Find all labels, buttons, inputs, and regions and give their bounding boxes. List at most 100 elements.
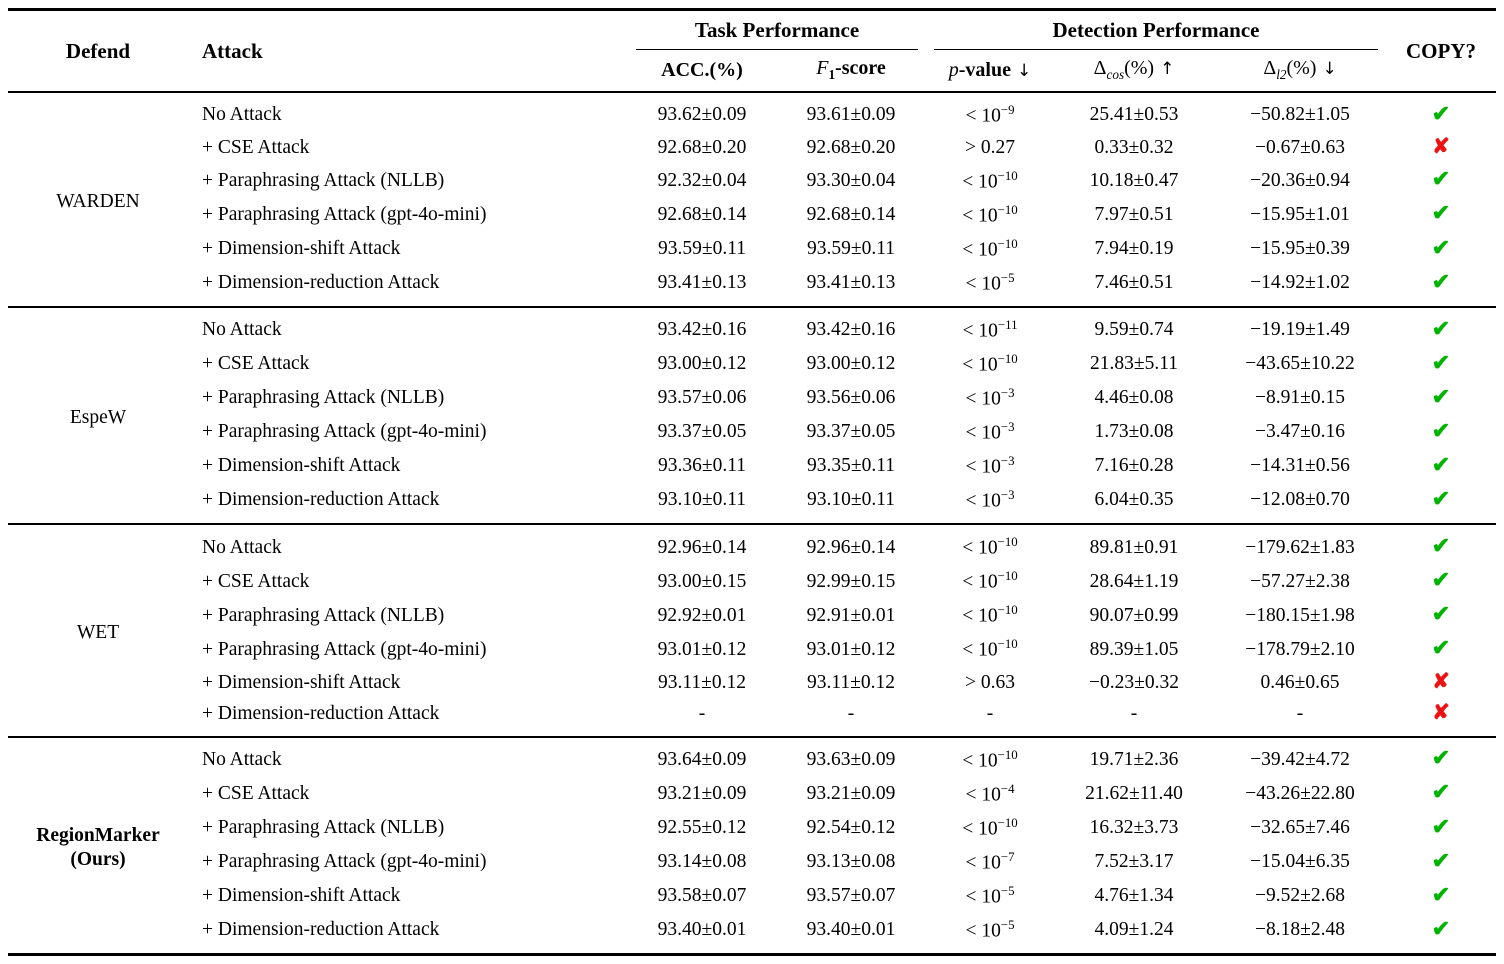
table-row: WARDEN No Attack 93.62±0.09 93.61±0.09 < 10−…: [8, 91, 1496, 307]
f1-cell: 93.63±0.09: [776, 735, 926, 778]
attack-cell: + Dimension-shift Attack: [202, 238, 401, 259]
f1-cell: 93.41±0.13: [806, 272, 896, 294]
table-row: + Paraphrasing Attack (NLLB) 92.55±0.12 92…: [8, 811, 1496, 845]
pvalue-cell: < 10−3: [965, 420, 1015, 444]
attack-cell: + Paraphrasing Attack (NLLB): [202, 817, 445, 838]
delta-l2-cell: −43.26±22.80: [1245, 782, 1355, 804]
attack-cell: + Paraphrasing Attack (NLLB): [202, 604, 445, 626]
pvalue-cell: < 10−7: [965, 849, 1015, 874]
delta-l2-cell: −180.15±1.98: [1245, 604, 1355, 626]
copy-cell: ✔: [1386, 198, 1496, 232]
f1-cell: 92.68±0.14: [806, 203, 896, 225]
delta-cos-cell: 28.64±1.19: [1089, 570, 1179, 592]
copy-cell: ✔: [1386, 523, 1496, 565]
acc-cell: 93.00±0.15: [657, 570, 747, 592]
task-performance-label: Task Performance: [636, 18, 918, 50]
f1-cell: 93.57±0.07: [806, 885, 896, 907]
table-row: + Paraphrasing Attack (NLLB) 93.57±0.06 93…: [8, 382, 1496, 416]
check-icon: ✔: [1431, 635, 1451, 661]
copy-cell: ✘: [1386, 133, 1496, 165]
pvalue-cell: < 10−10: [962, 637, 1018, 661]
delta-l2-unit: (%): [1286, 57, 1317, 79]
table-row: RegionMarker (Ours) No Attack 93.64±0.09 93.…: [8, 735, 1496, 955]
delta-cos-cell: 9.59±0.74: [1054, 305, 1214, 348]
pvalue-cell: < 10−11: [926, 305, 1054, 348]
delta-l2-cell: −50.82±1.05: [1214, 91, 1386, 133]
f1-cell: 93.00±0.12: [806, 353, 896, 375]
attack-cell: + Dimension-reduction Attack: [202, 272, 440, 294]
acc-cell: 93.64±0.09: [628, 735, 776, 778]
f1-cell: 93.56±0.06: [806, 387, 896, 409]
delta-cos-cell: 25.41±0.53: [1054, 91, 1214, 133]
delta-cos-cell: 21.62±11.40: [1085, 782, 1183, 804]
table-row: + Dimension-shift Attack 93.59±0.11 93.59±…: [8, 232, 1496, 266]
delta-l2-cell: 0.46±0.65: [1260, 671, 1340, 693]
copy-cell: ✔: [1386, 450, 1496, 484]
attack-cell: + Paraphrasing Attack (gpt-4o-mini): [202, 851, 487, 873]
header-row-groups: Defend Attack Task Performance Detection…: [8, 10, 1496, 63]
col-header-defend: Defend: [65, 38, 131, 63]
group-header-detection-performance: Detection Performance: [926, 10, 1386, 50]
pvalue-cell: < 10−10: [962, 569, 1018, 593]
f1-cell: 93.61±0.09: [776, 91, 926, 133]
arrow-down-icon: ↓: [1322, 59, 1337, 79]
copy-cell: ✔: [1386, 735, 1496, 778]
attack-cell: No Attack: [188, 523, 628, 565]
pvalue-cell: < 10−3: [965, 386, 1015, 410]
check-icon: ✔: [1431, 315, 1451, 341]
acc-cell: 93.10±0.11: [658, 489, 746, 511]
delta-cos-unit: (%): [1124, 57, 1155, 79]
delta-cos-cell: 4.46±0.08: [1094, 387, 1174, 409]
f1-cell: 93.42±0.16: [776, 305, 926, 348]
attack-cell: + Dimension-reduction Attack: [202, 489, 440, 511]
pvalue-math-var: p: [948, 58, 959, 81]
delta-l2-cell: −32.65±7.46: [1250, 817, 1350, 838]
check-icon: ✔: [1431, 745, 1451, 771]
pvalue-cell: < 10−9: [926, 91, 1054, 133]
pvalue-cell: < 10−10: [926, 523, 1054, 565]
attack-cell: + Paraphrasing Attack (NLLB): [202, 169, 445, 191]
delta-cos-cell: 16.32±3.73: [1089, 817, 1179, 838]
table-row: + Paraphrasing Attack (gpt-4o-mini) 93.01…: [8, 633, 1496, 667]
arrow-up-icon: ↑: [1160, 59, 1175, 79]
attack-cell: + Dimension-shift Attack: [202, 885, 401, 907]
delta-l2-cell: −14.92±1.02: [1250, 272, 1350, 294]
f1-cell: 93.01±0.12: [806, 638, 896, 660]
table-row: + Dimension-shift Attack 93.11±0.12 93.11±…: [8, 667, 1496, 699]
check-icon: ✔: [1431, 166, 1451, 192]
delta-cos-cell: 7.97±0.51: [1094, 203, 1174, 225]
defend-cell: WARDEN: [8, 91, 188, 307]
check-icon: ✔: [1431, 100, 1451, 126]
delta-l2-cell: −12.08±0.70: [1250, 489, 1350, 511]
copy-cell: ✔: [1386, 91, 1496, 133]
acc-cell: 92.32±0.04: [657, 169, 747, 191]
delta-l2-cell: −19.19±1.49: [1214, 305, 1386, 348]
copy-cell: ✔: [1386, 232, 1496, 266]
check-icon: ✔: [1431, 881, 1451, 907]
f1-cell: 92.96±0.14: [776, 523, 926, 565]
acc-cell: 93.42±0.16: [628, 305, 776, 348]
delta-cos-cell: 19.71±2.36: [1054, 735, 1214, 778]
delta-l2-cell: −39.42±4.72: [1214, 735, 1386, 778]
table-row: + CSE Attack 93.00±0.12 93.00±0.12 < 10−10 2…: [8, 347, 1496, 381]
f1-cell: -: [847, 703, 855, 725]
delta-cos-cell: 6.04±0.35: [1094, 489, 1174, 511]
acc-cell: 92.92±0.01: [657, 604, 747, 626]
copy-cell: ✔: [1386, 266, 1496, 307]
check-icon: ✔: [1431, 847, 1451, 873]
check-icon: ✔: [1431, 779, 1451, 805]
f1-cell: 93.37±0.05: [806, 421, 896, 443]
pvalue-cell: < 10−5: [965, 917, 1015, 942]
pvalue-cell: < 10−5: [965, 883, 1015, 908]
defend-cell: EspeW: [8, 305, 188, 525]
f1-cell: 93.10±0.11: [807, 489, 895, 511]
delta-l2-cell: −15.95±0.39: [1250, 238, 1350, 259]
copy-cell: ✔: [1386, 565, 1496, 599]
pvalue-cell: < 10−10: [962, 168, 1018, 193]
check-icon: ✔: [1431, 200, 1451, 226]
cross-icon: ✘: [1432, 134, 1450, 159]
acc-cell: 93.01±0.12: [657, 638, 747, 660]
attack-cell: + Dimension-shift Attack: [202, 455, 401, 477]
delta-cos-subscript: cos: [1106, 67, 1125, 82]
acc-cell: 93.40±0.01: [657, 919, 747, 941]
